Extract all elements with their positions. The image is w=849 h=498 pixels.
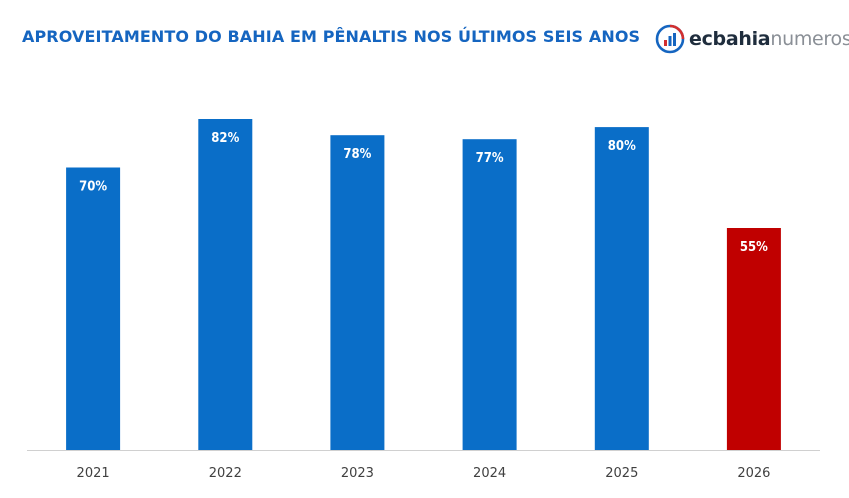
logo-text-light: numeros xyxy=(770,28,849,50)
bar-2021 xyxy=(66,167,121,450)
bar-2024 xyxy=(462,139,517,450)
logo-text-bold: ecbahia xyxy=(689,28,771,50)
data-label-2023: 78% xyxy=(343,147,371,162)
data-label-2021: 70% xyxy=(79,180,107,195)
ecbahianumeros-logo-icon xyxy=(655,24,685,54)
x-tick-label-2026: 2026 xyxy=(737,466,770,481)
bar-2023 xyxy=(330,135,385,450)
brand-logo: ecbahianumeros xyxy=(655,24,849,54)
chart-title: APROVEITAMENTO DO BAHIA EM PÊNALTIS NOS … xyxy=(22,27,641,46)
data-label-2022: 82% xyxy=(211,131,239,146)
bar-2026 xyxy=(726,228,781,450)
data-label-2024: 77% xyxy=(476,151,504,166)
bar-2022 xyxy=(198,119,253,450)
bar-2025 xyxy=(594,127,649,450)
x-tick-label-2021: 2021 xyxy=(77,466,110,481)
data-label-2025: 80% xyxy=(608,139,636,154)
logo-wordmark: ecbahianumeros xyxy=(689,28,849,50)
x-tick-label-2024: 2024 xyxy=(473,466,506,481)
x-tick-label-2023: 2023 xyxy=(341,466,374,481)
x-tick-label-2022: 2022 xyxy=(209,466,242,481)
x-tick-label-2025: 2025 xyxy=(605,466,638,481)
data-label-2026: 55% xyxy=(740,240,768,255)
